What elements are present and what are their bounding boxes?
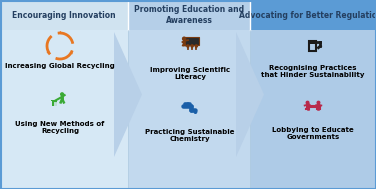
Text: Advocating for Better Regulations: Advocating for Better Regulations: [239, 11, 376, 19]
Text: Practicing Sustainable
Chemistry: Practicing Sustainable Chemistry: [145, 129, 235, 142]
Circle shape: [183, 37, 186, 40]
Text: Encouraging Innovation: Encouraging Innovation: [12, 11, 116, 19]
Bar: [250, 0, 376, 189]
Text: Improving Scientific
Literacy: Improving Scientific Literacy: [150, 67, 230, 80]
Polygon shape: [114, 32, 142, 157]
Circle shape: [195, 45, 197, 47]
Polygon shape: [70, 50, 73, 54]
Bar: [309, 42, 315, 44]
Bar: [0, 0, 128, 30]
Bar: [0, 0, 128, 189]
Circle shape: [317, 101, 320, 104]
Circle shape: [194, 111, 197, 113]
Polygon shape: [236, 32, 264, 157]
Bar: [128, 0, 250, 30]
Bar: [52, 101, 56, 106]
FancyBboxPatch shape: [184, 37, 199, 45]
Circle shape: [187, 45, 189, 47]
Bar: [51, 100, 57, 101]
Circle shape: [191, 45, 193, 47]
Bar: [309, 41, 316, 51]
Bar: [128, 0, 250, 189]
Polygon shape: [47, 50, 50, 54]
Bar: [250, 0, 376, 30]
Polygon shape: [195, 110, 196, 112]
Text: Increasing Global Recycling: Increasing Global Recycling: [5, 63, 115, 69]
Polygon shape: [58, 31, 62, 34]
Circle shape: [61, 93, 64, 96]
Text: Promoting Education and
Awareness: Promoting Education and Awareness: [134, 5, 244, 25]
Text: Using New Methods of
Recycling: Using New Methods of Recycling: [15, 121, 105, 134]
Text: Recognising Practices
that Hinder Sustainability: Recognising Practices that Hinder Sustai…: [261, 65, 365, 78]
Circle shape: [306, 101, 309, 104]
Text: Lobbying to Educate
Governments: Lobbying to Educate Governments: [272, 127, 354, 140]
